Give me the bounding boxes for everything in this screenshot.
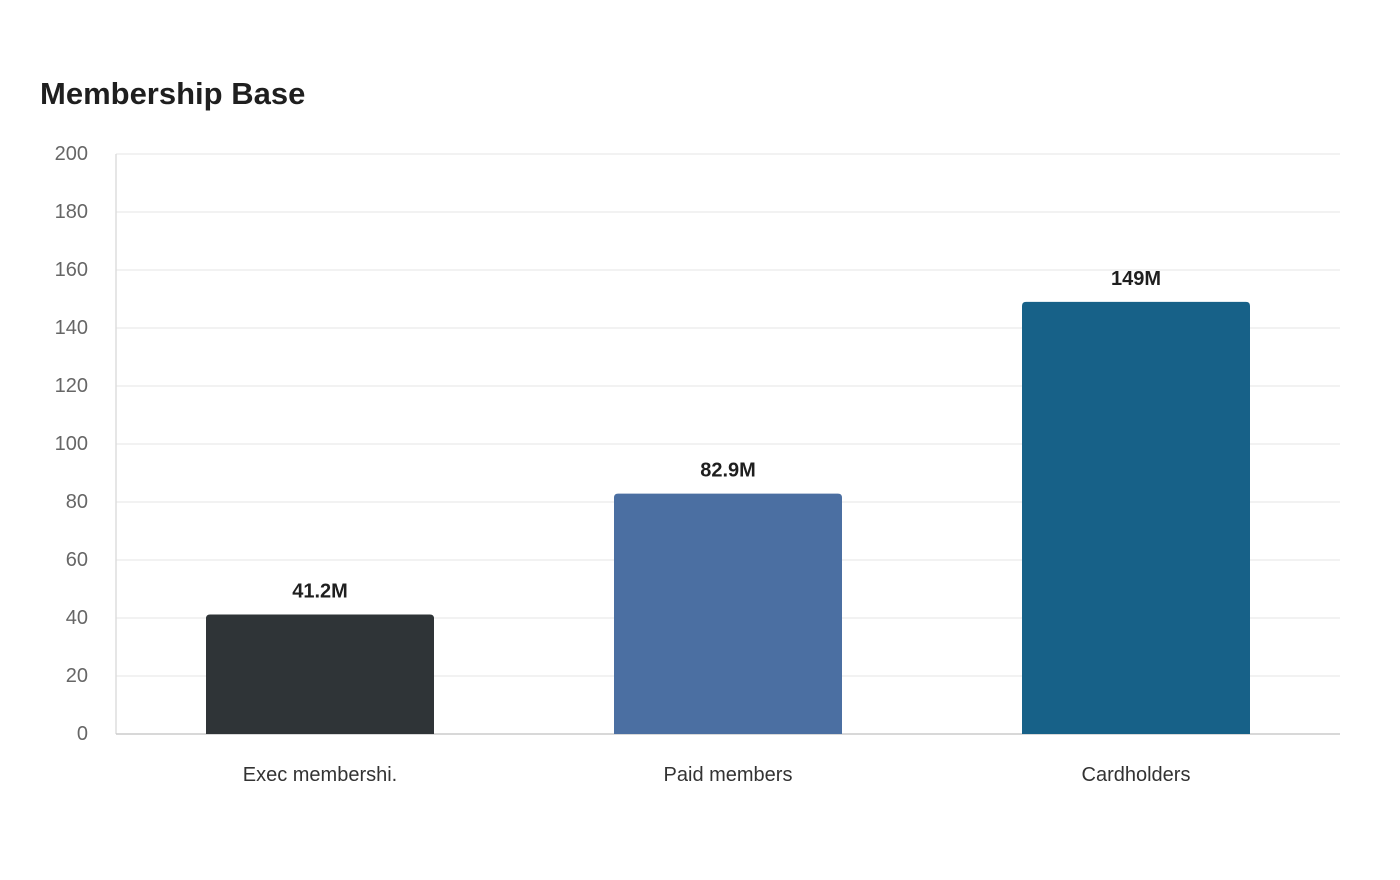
data-labels: 41.2M 82.9M 149M	[292, 268, 1161, 603]
y-tick-label: 160	[55, 259, 88, 281]
bar	[614, 493, 842, 734]
data-label: 41.2M	[292, 581, 348, 603]
data-label: 82.9M	[700, 460, 756, 482]
y-tick-label: 60	[66, 549, 88, 571]
y-tick-label: 180	[55, 201, 88, 223]
y-tick-label: 200	[55, 143, 88, 165]
bar	[206, 614, 434, 734]
y-axis-ticks: 0 20 40 60 80 100 120 140 160 180 200	[55, 143, 88, 745]
y-tick-label: 20	[66, 665, 88, 687]
y-tick-label: 80	[66, 491, 88, 513]
bars	[206, 301, 1250, 734]
x-tick-label: Paid members	[664, 764, 793, 786]
y-tick-label: 120	[55, 375, 88, 397]
x-axis-ticks: Exec membershi. Paid members Cardholders	[243, 764, 1191, 786]
x-tick-label: Exec membershi.	[243, 764, 398, 786]
y-tick-label: 0	[77, 723, 88, 745]
y-tick-label: 100	[55, 433, 88, 455]
y-tick-label: 40	[66, 607, 88, 629]
x-tick-label: Cardholders	[1082, 764, 1191, 786]
chart-title: Membership Base	[40, 76, 306, 111]
bar	[1022, 301, 1250, 734]
data-label: 149M	[1111, 268, 1161, 290]
y-tick-label: 140	[55, 317, 88, 339]
